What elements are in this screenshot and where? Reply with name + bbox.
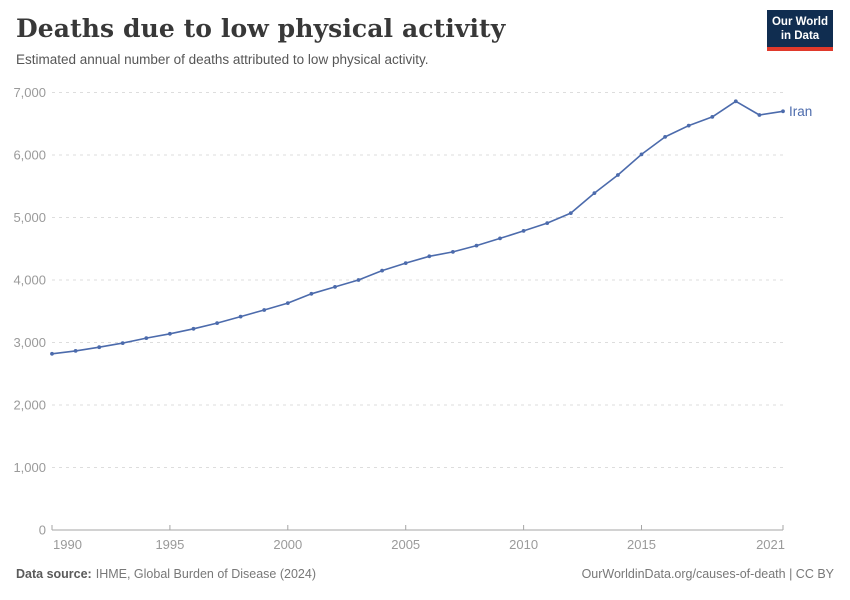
y-gridlines — [52, 92, 785, 468]
data-points-iran — [50, 99, 785, 356]
owid-logo-line1: Our World — [771, 15, 828, 28]
svg-text:2010: 2010 — [509, 537, 538, 552]
svg-text:3,000: 3,000 — [13, 335, 46, 350]
svg-text:1995: 1995 — [155, 537, 184, 552]
svg-text:2015: 2015 — [627, 537, 656, 552]
svg-text:2005: 2005 — [391, 537, 420, 552]
chart-footer: Data source: IHME, Global Burden of Disea… — [16, 567, 834, 581]
svg-text:1,000: 1,000 — [13, 460, 46, 475]
svg-text:2021: 2021 — [756, 537, 785, 552]
svg-text:7,000: 7,000 — [13, 85, 46, 100]
owid-logo: Our World in Data — [767, 10, 833, 51]
owid-logo-line2: in Data — [780, 29, 820, 42]
data-line-iran — [51, 100, 784, 355]
svg-text:2,000: 2,000 — [13, 398, 46, 413]
data-source-text: IHME, Global Burden of Disease (2024) — [95, 567, 316, 581]
y-axis-labels: 0 1,000 2,000 3,000 4,000 5,000 6,000 7,000 — [13, 85, 46, 538]
svg-text:2000: 2000 — [273, 537, 302, 552]
svg-text:6,000: 6,000 — [13, 148, 46, 163]
svg-text:1990: 1990 — [53, 537, 82, 552]
data-source-label: Data source: — [16, 567, 92, 581]
svg-text:4,000: 4,000 — [13, 273, 46, 288]
chart-subtitle: Estimated annual number of deaths attrib… — [16, 52, 429, 67]
data-source: Data source: IHME, Global Burden of Disea… — [16, 567, 316, 581]
footer-link: OurWorldinData.org/causes-of-death | CC … — [581, 567, 834, 581]
x-axis: 1990 1995 2000 2005 2010 2015 2021 — [51, 525, 785, 552]
svg-text:0: 0 — [39, 523, 46, 538]
svg-text:5,000: 5,000 — [13, 210, 46, 225]
chart-header: Deaths due to low physical activity Esti… — [16, 14, 746, 68]
series-end-label: Iran — [789, 104, 812, 119]
page-title: Deaths due to low physical activity — [16, 14, 506, 43]
